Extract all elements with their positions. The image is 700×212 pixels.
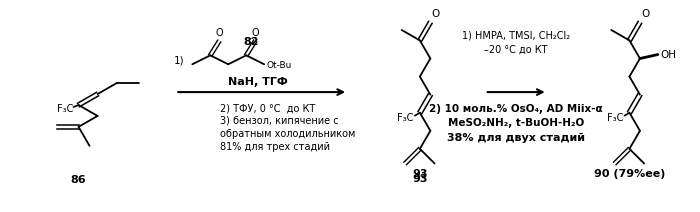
Text: OH: OH	[660, 50, 676, 60]
Text: 1): 1)	[174, 55, 184, 65]
Text: 93: 93	[412, 169, 428, 179]
Text: 2) 10 моль.% OsO₄, AD Miix-α: 2) 10 моль.% OsO₄, AD Miix-α	[429, 104, 603, 114]
Text: MeSO₂NH₂, t-BuOH-H₂O: MeSO₂NH₂, t-BuOH-H₂O	[447, 118, 584, 128]
Text: 93: 93	[412, 174, 428, 184]
Text: Ot-Bu: Ot-Bu	[266, 61, 291, 70]
Text: 38% для двух стадий: 38% для двух стадий	[447, 133, 584, 143]
Text: F₃C: F₃C	[607, 113, 624, 123]
Text: F₃C: F₃C	[57, 104, 74, 114]
Text: 3) бензол, кипячение с: 3) бензол, кипячение с	[220, 116, 339, 126]
Text: O: O	[431, 9, 440, 19]
Text: 2) ТФУ, 0 °С  до КТ: 2) ТФУ, 0 °С до КТ	[220, 103, 316, 113]
Text: 90 (79%ee): 90 (79%ee)	[594, 169, 665, 179]
Text: O: O	[641, 9, 649, 19]
Text: NaH, ТГФ: NaH, ТГФ	[228, 77, 288, 87]
Text: O: O	[216, 28, 223, 38]
Text: O: O	[251, 28, 259, 38]
Text: –20 °C до КТ: –20 °C до КТ	[484, 44, 547, 54]
Text: 81% для трех стадий: 81% для трех стадий	[220, 142, 330, 152]
Text: F₃C: F₃C	[398, 113, 414, 123]
Text: обратным холодильником: обратным холодильником	[220, 129, 356, 139]
Text: 82: 82	[244, 38, 259, 47]
Text: 1) HMPA, TMSI, CH₂Cl₂: 1) HMPA, TMSI, CH₂Cl₂	[461, 31, 570, 40]
Text: 86: 86	[71, 174, 86, 185]
